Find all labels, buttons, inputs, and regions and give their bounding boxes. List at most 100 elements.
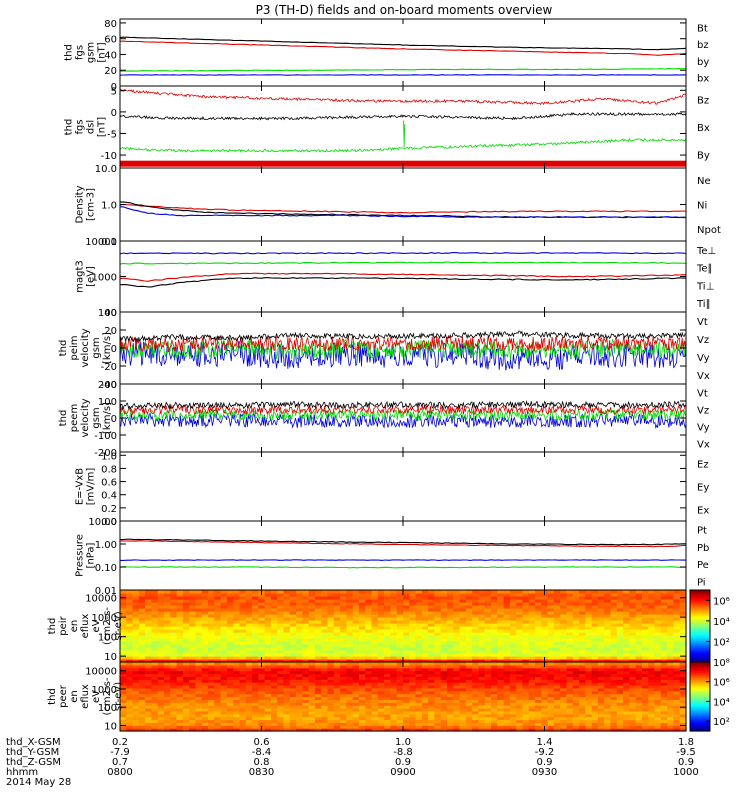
legend-ni: Ni <box>697 201 707 212</box>
spectrogram-cell <box>572 659 580 663</box>
spectrogram-cell <box>358 599 366 603</box>
spectrogram-cell <box>629 693 637 698</box>
series-group <box>119 330 687 371</box>
spectrogram-cell <box>277 608 285 612</box>
spectrogram-cell <box>214 708 222 712</box>
spectrogram-cell <box>182 664 190 669</box>
spectrogram-cell <box>220 673 228 677</box>
spectrogram-cell <box>302 650 310 654</box>
spectrogram-cell <box>396 664 404 669</box>
spectrogram-cell <box>553 590 561 594</box>
spectrogram-cell <box>629 670 637 675</box>
spectrogram-cell <box>176 617 184 621</box>
spectrogram-cell <box>472 620 480 624</box>
spectrogram-cell <box>503 722 511 726</box>
spectrogram-cell <box>616 617 624 621</box>
spectrogram-cell <box>604 590 612 594</box>
spectrogram-cell <box>233 659 241 663</box>
colorbar-swatch <box>690 718 710 722</box>
spectrogram-cell <box>522 611 530 615</box>
spectrogram-cell <box>270 659 278 663</box>
y-tick-label: 20 <box>104 66 117 77</box>
colorbar-swatch <box>690 715 710 718</box>
spectrogram-cell <box>208 676 215 680</box>
spectrogram-cell <box>164 728 171 732</box>
spectrogram-cell <box>226 699 234 703</box>
spectrogram-cell <box>352 725 360 729</box>
spectrogram-cell <box>126 725 134 729</box>
spectrogram-cell <box>358 713 366 718</box>
colorbar-swatch <box>690 713 710 717</box>
spectrogram-cell <box>214 662 222 666</box>
spectrogram-cell <box>308 659 316 663</box>
spectrogram-cell <box>358 620 366 624</box>
spectrogram-cell <box>635 611 643 615</box>
spectrogram-cell <box>409 716 417 721</box>
spectrogram-cell <box>365 716 373 721</box>
spectrogram-cell <box>296 659 303 663</box>
spectrogram-cell <box>164 656 171 660</box>
spectrogram-cell <box>447 710 454 715</box>
spectrogram-cell <box>296 644 303 648</box>
spectrogram-cell <box>270 708 278 712</box>
spectrogram-cell <box>434 608 442 612</box>
spectrogram-cell <box>673 626 681 630</box>
spectrogram-cell <box>208 705 215 709</box>
spectrogram-cell <box>321 710 329 715</box>
spectrogram-cell <box>289 690 297 695</box>
spectrogram-cell <box>522 602 530 606</box>
spectrogram-cell <box>553 722 561 726</box>
spectrogram-cell <box>164 682 171 686</box>
spectrogram-cell <box>384 693 392 698</box>
spectrogram-cell <box>421 725 429 729</box>
spectrogram-cell <box>528 620 536 624</box>
spectrogram-cell <box>358 690 366 695</box>
spectrogram-cell <box>409 611 417 615</box>
spectrogram-cell <box>239 676 247 680</box>
spectrogram-cell <box>151 687 159 692</box>
spectrogram-cell <box>340 635 347 639</box>
spectrogram-cell <box>440 696 448 700</box>
spectrogram-cell <box>553 690 561 695</box>
spectrogram-cell <box>182 685 190 689</box>
spectrogram-cell <box>522 708 530 712</box>
spectrogram-cell <box>503 690 511 695</box>
spectrogram-cell <box>308 719 316 723</box>
spectrogram-cell <box>497 641 505 645</box>
spectrogram-cell <box>673 620 681 624</box>
spectrogram-cell <box>541 679 549 683</box>
spectrogram-cell <box>157 608 165 612</box>
spectrogram-cell <box>560 641 568 645</box>
spectrogram-cell <box>572 629 580 633</box>
spectrogram-cell <box>673 713 681 718</box>
spectrogram-cell <box>138 602 146 606</box>
spectrogram-cell <box>566 725 574 729</box>
spectrogram-cell <box>327 710 335 715</box>
spectrogram-cell <box>472 713 480 718</box>
spectrogram-cell <box>597 650 605 654</box>
spectrogram-cell <box>673 682 681 686</box>
y-axis-label-line: peer <box>58 684 69 708</box>
spectrogram-cell <box>509 653 517 657</box>
spectrogram-cell <box>597 611 605 615</box>
spectrogram-cell <box>591 728 599 732</box>
spectrogram-cell <box>547 702 555 706</box>
spectrogram-cell <box>201 708 209 712</box>
spectrogram-cell <box>415 716 423 721</box>
spectrogram-cell <box>164 685 171 689</box>
spectrogram-cell <box>277 693 285 698</box>
spectrogram-cell <box>120 611 127 615</box>
spectrogram-cell <box>157 614 165 618</box>
spectrogram-cell <box>138 676 146 680</box>
x-axis-value: -9.2 <box>535 747 555 758</box>
spectrogram-cell <box>635 653 643 657</box>
y-tick-label: -200 <box>94 448 117 459</box>
spectrogram-cell <box>120 667 127 672</box>
spectrogram-cell <box>358 644 366 648</box>
spectrogram-cell <box>145 593 153 597</box>
spectrogram-cell <box>667 638 675 642</box>
spectrogram-cell <box>340 647 347 651</box>
spectrogram-cell <box>377 685 385 689</box>
spectrogram-cell <box>604 656 612 660</box>
spectrogram-cell <box>208 626 215 630</box>
